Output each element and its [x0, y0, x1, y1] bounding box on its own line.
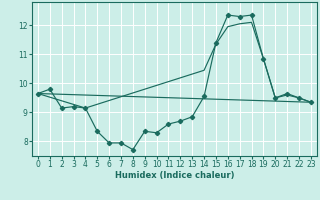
X-axis label: Humidex (Indice chaleur): Humidex (Indice chaleur): [115, 171, 234, 180]
